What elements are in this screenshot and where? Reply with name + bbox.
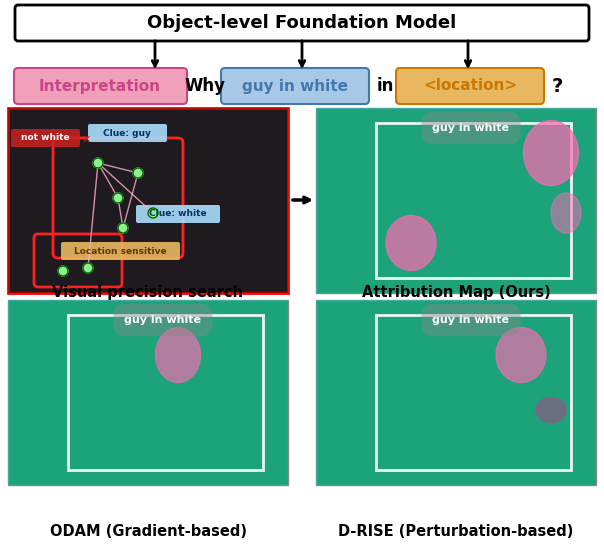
FancyBboxPatch shape [221,68,369,104]
Ellipse shape [496,327,546,382]
Text: Clue: guy: Clue: guy [103,129,151,137]
FancyBboxPatch shape [136,205,220,223]
Circle shape [118,223,128,233]
Bar [376,315,571,470]
Circle shape [58,266,68,276]
Text: guy in white: guy in white [242,79,348,94]
Bar [316,108,596,293]
Ellipse shape [551,193,581,233]
Text: in: in [376,77,394,95]
Text: ODAM (Gradient-based): ODAM (Gradient-based) [50,525,246,540]
Text: guy in white: guy in white [124,315,202,325]
Circle shape [148,208,158,218]
Ellipse shape [536,398,566,423]
Circle shape [93,158,103,168]
Circle shape [83,263,93,273]
Text: Interpretation: Interpretation [39,79,161,94]
Ellipse shape [386,216,436,270]
FancyBboxPatch shape [11,129,80,147]
Circle shape [113,193,123,203]
Bar [376,123,571,278]
Bar [316,300,596,485]
Text: D-RISE (Perturbation-based): D-RISE (Perturbation-based) [338,525,574,540]
Ellipse shape [155,327,201,382]
FancyBboxPatch shape [15,5,589,41]
Text: Attribution Map (Ours): Attribution Map (Ours) [362,285,550,300]
Text: Object-level Foundation Model: Object-level Foundation Model [147,14,457,32]
FancyBboxPatch shape [88,124,167,142]
Bar [8,108,288,293]
FancyBboxPatch shape [14,68,187,104]
Circle shape [133,168,143,178]
Text: <location>: <location> [423,79,517,94]
FancyBboxPatch shape [396,68,544,104]
Text: Why: Why [184,77,225,95]
Ellipse shape [524,121,579,186]
Text: ✕: ✕ [82,135,91,145]
Text: not white: not white [21,134,69,142]
Text: Location sensitive: Location sensitive [74,247,166,255]
Bar [8,108,288,293]
Bar [316,300,596,485]
Text: ?: ? [551,76,563,95]
Text: Visual precision search: Visual precision search [53,285,243,300]
Text: guy in white: guy in white [432,315,510,325]
Bar [8,300,288,485]
Text: guy in white: guy in white [432,123,510,133]
Text: Clue: white: Clue: white [149,209,207,218]
Bar [68,315,263,470]
Bar [8,300,288,485]
Bar [316,108,596,293]
FancyBboxPatch shape [61,242,180,260]
